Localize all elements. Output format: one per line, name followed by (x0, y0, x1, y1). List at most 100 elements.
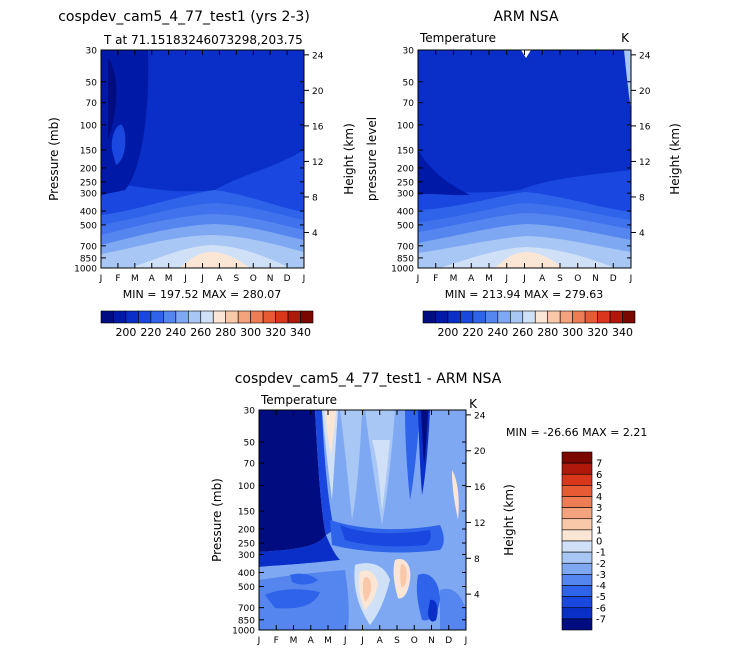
x-tick-label: A (377, 636, 384, 646)
colorbar-label: 280 (537, 326, 558, 339)
colorbar-label: 220 (140, 326, 161, 339)
x-tick-label: J (360, 636, 364, 646)
y-right-tick-label: 24 (312, 51, 324, 61)
y-right-tick-label: 24 (639, 51, 651, 61)
y-tick-label: 400 (397, 208, 414, 218)
y-right-tick-label: 12 (474, 519, 485, 529)
colorbar-swatch (497, 310, 511, 324)
y-tick-label: 700 (238, 604, 255, 614)
panel-obs-subtitle: Temperature (419, 31, 496, 45)
y-tick-label: 30 (86, 47, 98, 57)
panel-diff-ylabel-right: Height (km) (502, 484, 516, 555)
colorbar-label: -1 (596, 548, 606, 559)
x-tick-label: F (433, 274, 438, 284)
panel-obs-ylabel: pressure level (365, 117, 379, 201)
y-tick-label: 1000 (391, 265, 414, 275)
y-tick-label: 100 (397, 121, 414, 131)
x-tick-label: F (274, 636, 279, 646)
colorbar-label: 240 (165, 326, 186, 339)
panel-obs-units: K (621, 31, 630, 45)
colorbar-swatch (561, 485, 593, 497)
colorbar-obs: 200 220 240 260 280 300 320 340 (422, 310, 636, 339)
y-tick-label: 500 (238, 583, 255, 593)
y-tick-label: 100 (238, 482, 255, 492)
colorbar-label: 300 (562, 326, 583, 339)
colorbar-label: 4 (596, 492, 602, 503)
x-tick-label: A (308, 636, 315, 646)
x-tick-label: D (445, 636, 452, 646)
colorbar-label: 3 (596, 503, 602, 514)
colorbar-swatch (584, 310, 598, 324)
colorbar-label: 2 (596, 514, 602, 525)
y-tick-label: 150 (397, 147, 414, 157)
x-tick-label: J (200, 274, 204, 284)
x-tick-label: J (416, 274, 420, 284)
y-tick-label: 150 (80, 147, 97, 157)
colorbar-label: 320 (265, 326, 286, 339)
y-right-tick-label: 8 (312, 193, 318, 203)
x-tick-label: J (183, 274, 187, 284)
colorbar-swatch (472, 310, 486, 324)
colorbar-swatch (435, 310, 449, 324)
colorbar-label: 220 (462, 326, 483, 339)
x-tick-label: N (267, 274, 274, 284)
x-tick-label: A (149, 274, 156, 284)
y-right-tick-label: 8 (639, 193, 645, 203)
panel-diff-subtitle: Temperature (260, 393, 337, 407)
y-tick-label: 70 (244, 460, 256, 470)
colorbar-swatch (561, 540, 593, 553)
y-tick-label: 850 (238, 616, 255, 626)
colorbar-label: 320 (587, 326, 608, 339)
y-tick-label: 500 (397, 221, 414, 231)
colorbar-swatch (113, 310, 127, 324)
colorbar-label: 300 (240, 326, 261, 339)
colorbar-swatch (163, 310, 177, 324)
colorbar-swatch (561, 496, 593, 508)
y-right-tick-label: 4 (474, 591, 480, 601)
colorbar-swatch (561, 562, 593, 575)
colorbar-swatch (447, 310, 461, 324)
panel-diff-units: K (469, 397, 478, 411)
colorbar-label: 7 (596, 459, 602, 470)
x-tick-label: J (522, 274, 526, 284)
colorbar-swatch (212, 310, 227, 324)
panel-diff-minmax: MIN = -26.66 MAX = 2.21 (506, 426, 647, 439)
y-tick-label: 200 (80, 164, 97, 174)
x-tick-label: J (343, 636, 347, 646)
x-tick-label: A (468, 274, 475, 284)
x-tick-label: O (411, 636, 418, 646)
colorbar-swatch (561, 529, 593, 542)
colorbar-swatch (237, 310, 251, 324)
colorbar-label: 260 (512, 326, 533, 339)
y-tick-label: 70 (86, 99, 98, 109)
colorbar-swatch (597, 310, 611, 324)
y-tick-label: 250 (397, 178, 414, 188)
panel-model-minmax: MIN = 197.52 MAX = 280.07 (123, 288, 281, 301)
x-tick-label: M (324, 636, 332, 646)
panel-model-ylabel-right: Height (km) (342, 123, 356, 194)
x-tick-label: M (450, 274, 458, 284)
y-tick-label: 150 (238, 507, 255, 517)
colorbar-label: 200 (115, 326, 136, 339)
x-tick-label: F (115, 274, 120, 284)
y-tick-label: 700 (397, 242, 414, 252)
panel-obs-title: ARM NSA (493, 9, 558, 25)
colorbar-label: -4 (596, 581, 606, 592)
y-right-tick-label: 4 (312, 229, 318, 239)
x-tick-label: D (610, 274, 617, 284)
colorbar-swatch (200, 310, 214, 324)
colorbar-swatch (100, 310, 114, 324)
colorbar-swatch (561, 618, 593, 631)
x-tick-label: A (216, 274, 223, 284)
colorbar-label: 340 (612, 326, 633, 339)
y-tick-label: 200 (397, 164, 414, 174)
colorbar-label: -7 (596, 614, 606, 625)
y-tick-label: 50 (403, 78, 415, 88)
colorbar-swatch (275, 310, 289, 324)
y-right-tick-label: 8 (474, 555, 480, 565)
x-tick-label: J (629, 274, 633, 284)
x-tick-label: J (257, 636, 261, 646)
panel-diff: cospdev_cam5_4_77_test1 - ARM NSA Temper… (210, 371, 647, 646)
colorbar-model: 200 220 240 260 280 300 320 340 (100, 310, 314, 339)
